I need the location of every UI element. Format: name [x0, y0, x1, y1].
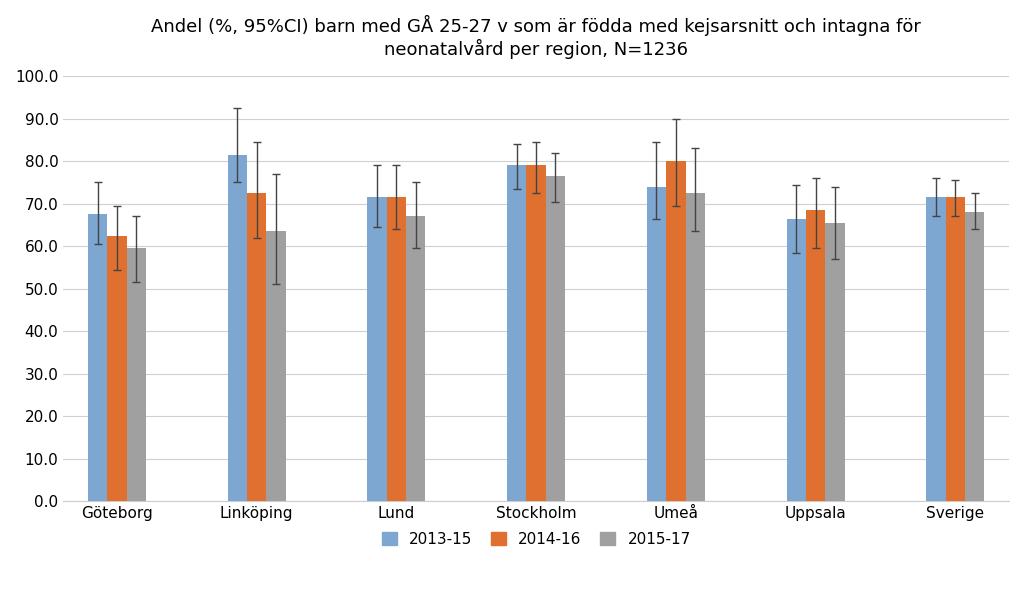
Bar [806, 210, 825, 501]
Bar [247, 193, 266, 501]
Title: Andel (%, 95%CI) barn med GÅ 25-27 v som är födda med kejsarsnitt och intagna fö: Andel (%, 95%CI) barn med GÅ 25-27 v som… [152, 15, 921, 59]
Bar [108, 236, 127, 501]
Bar [507, 166, 526, 501]
Bar [266, 232, 286, 501]
Legend: 2013-15, 2014-16, 2015-17: 2013-15, 2014-16, 2015-17 [376, 525, 696, 553]
Bar [786, 219, 806, 501]
Bar [667, 161, 685, 501]
Bar [546, 176, 565, 501]
Bar [647, 187, 667, 501]
Bar [407, 216, 425, 501]
Bar [825, 223, 845, 501]
Bar [387, 197, 407, 501]
Bar [685, 193, 705, 501]
Bar [965, 212, 984, 501]
Bar [927, 197, 945, 501]
Bar [127, 248, 146, 501]
Bar [368, 197, 387, 501]
Bar [945, 197, 965, 501]
Bar [88, 214, 108, 501]
Bar [227, 155, 247, 501]
Bar [526, 166, 546, 501]
